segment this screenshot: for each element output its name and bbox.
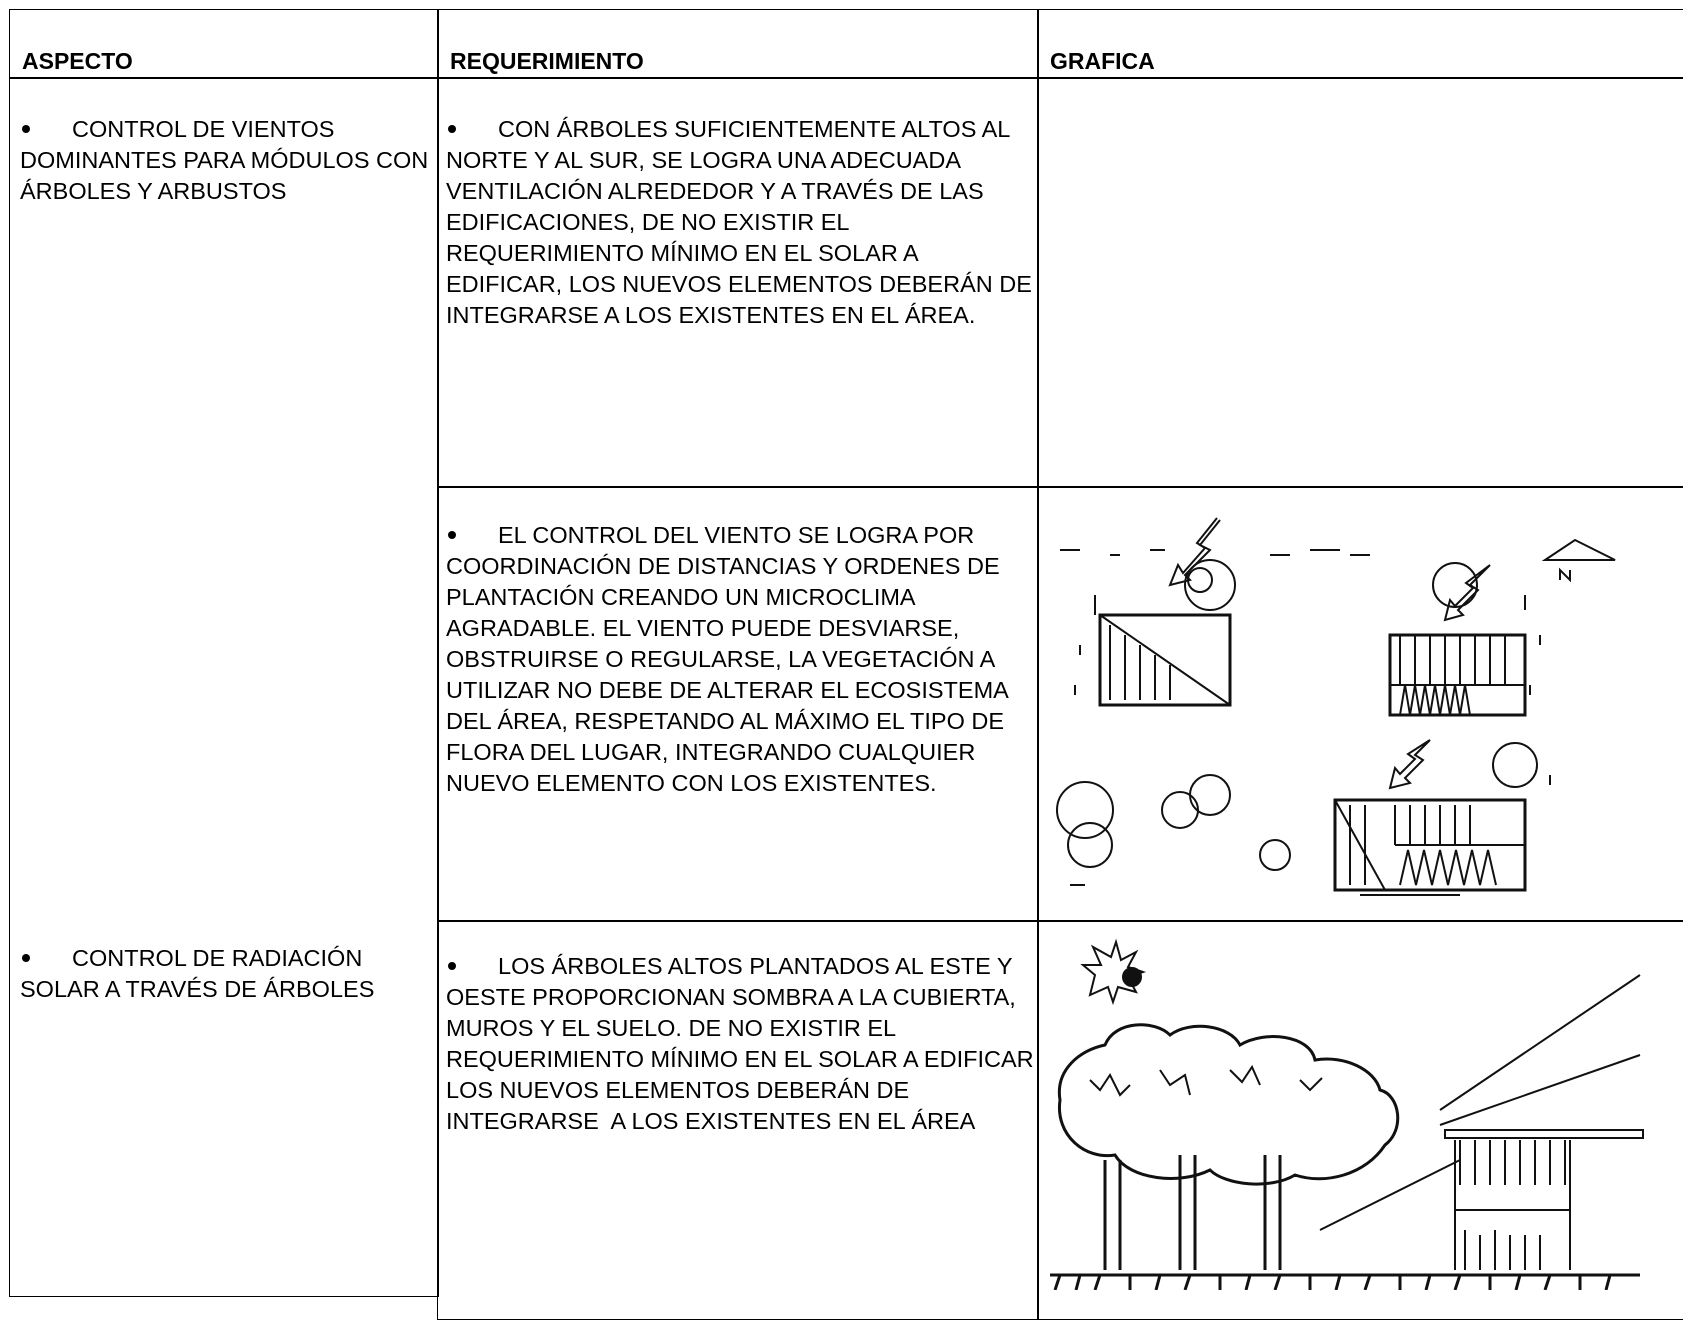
aspect-cell (9, 77, 439, 1297)
graphic-cell (1037, 77, 1683, 488)
req-item: EL CONTROL DEL VIENTO SE LOGRA POR COORD… (446, 520, 1036, 799)
req-item: CON ÁRBOLES SUFICIENTEMENTE ALTOS AL NOR… (446, 114, 1036, 331)
header-cell: GRAFICA (1037, 9, 1683, 79)
page: ASPECTO REQUERIMIENTO GRAFICA CONTROL DE… (9, 9, 1683, 1320)
bullet (448, 962, 456, 971)
header-text: REQUERIMIENTO (450, 48, 644, 74)
req-text: EL CONTROL DEL VIENTO SE LOGRA POR COORD… (446, 522, 1015, 796)
aspect-text: CONTROL DE VIENTOS DOMINANTES PARA MÓDUL… (20, 116, 435, 204)
aspect-item: CONTROL DE RADIACIÓN SOLAR A TRAVÉS DE Á… (20, 943, 430, 1005)
req-cell (437, 486, 1039, 922)
aspect-item: CONTROL DE VIENTOS DOMINANTES PARA MÓDUL… (20, 114, 430, 207)
bullet (22, 954, 30, 963)
bullet (22, 125, 30, 134)
header-text: ASPECTO (22, 48, 133, 74)
header-cell: ASPECTO (9, 9, 439, 79)
header-cell: REQUERIMIENTO (437, 9, 1039, 79)
shade-sketch (1050, 938, 1644, 1290)
site-plan-sketch (1056, 517, 1616, 896)
bullet (448, 125, 456, 134)
req-text: LOS ÁRBOLES ALTOS PLANTADOS AL ESTE Y OE… (446, 953, 1041, 1134)
req-text: CON ÁRBOLES SUFICIENTEMENTE ALTOS AL NOR… (446, 116, 1039, 328)
header-text: GRAFICA (1050, 48, 1155, 74)
aspect-text: CONTROL DE RADIACIÓN SOLAR A TRAVÉS DE Á… (20, 945, 375, 1002)
req-cell (437, 77, 1039, 488)
graphic-cell (1037, 486, 1683, 922)
bullet (448, 531, 456, 540)
req-item: LOS ÁRBOLES ALTOS PLANTADOS AL ESTE Y OE… (446, 951, 1036, 1137)
